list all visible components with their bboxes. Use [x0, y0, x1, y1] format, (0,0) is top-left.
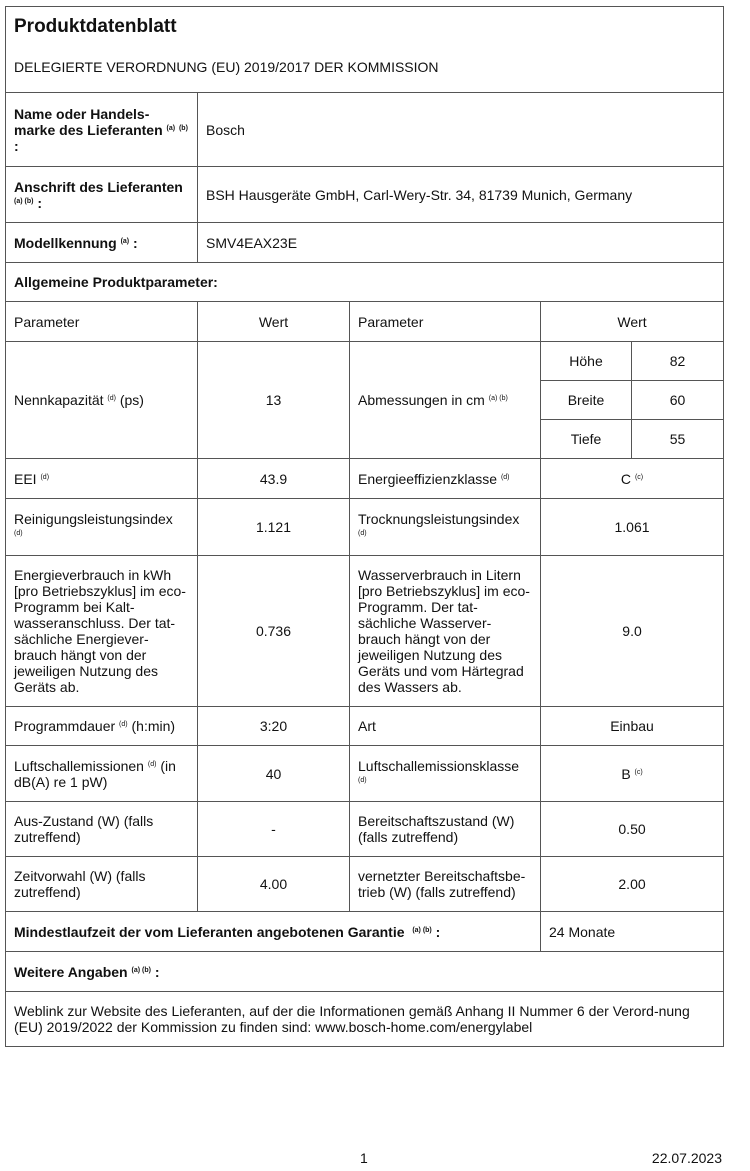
- supplier-label: Name oder Handels-marke des Lieferanten …: [5, 92, 198, 167]
- capacity-label: Nennkapazität (d) (ps): [5, 341, 198, 459]
- noise-class-value: B (c): [539, 745, 725, 802]
- delay-start-value: 4.00: [197, 856, 350, 912]
- type-value: Einbau: [539, 706, 725, 746]
- cleaning-index-value: 1.121: [197, 498, 350, 556]
- header-value: Wert: [539, 301, 725, 342]
- eei-label: EEI (d): [5, 458, 198, 499]
- networked-standby-label: vernetzter Bereitschaftsbe-trieb (W) (fa…: [349, 856, 541, 912]
- capacity-value: 13: [197, 341, 350, 459]
- address-value: BSH Hausgeräte GmbH, Carl-Wery-Str. 34, …: [196, 166, 725, 223]
- address-label: Anschrift des Lieferanten (a) (b) :: [5, 166, 198, 223]
- general-parameters-heading: Allgemeine Produktparameter:: [4, 262, 725, 302]
- warranty-value: 24 Monate: [539, 911, 725, 952]
- header-cell: Produktdatenblatt DELEGIERTE VERORDNUNG …: [4, 6, 725, 93]
- header-parameter: Parameter: [5, 301, 198, 342]
- further-info-heading: Weitere Angaben (a) (b) :: [4, 951, 725, 992]
- energy-consumption-label: Energieverbrauch in kWh [pro Betriebszyk…: [5, 555, 198, 707]
- product-data-sheet: Produktdatenblatt DELEGIERTE VERORDNUNG …: [4, 6, 725, 1047]
- supplier-value: Bosch: [196, 92, 725, 167]
- energy-class-value: C (c): [539, 458, 725, 499]
- model-label: Modellkennung (a) :: [5, 222, 198, 263]
- type-label: Art: [349, 706, 541, 746]
- dimensions-label: Abmessungen in cm (a) (b): [349, 341, 541, 459]
- off-mode-value: -: [197, 801, 350, 857]
- header-parameter: Parameter: [349, 301, 541, 342]
- drying-index-value: 1.061: [539, 498, 725, 556]
- noise-label: Luftschallemissionen (d) (in dB(A) re 1 …: [5, 745, 198, 802]
- program-duration-label: Programmdauer (d) (h:min): [5, 706, 198, 746]
- page-title: Produktdatenblatt: [14, 16, 177, 37]
- water-consumption-label: Wasserverbrauch in Litern [pro Betriebsz…: [349, 555, 541, 707]
- noise-class-label: Luftschallemissionsklasse (d): [349, 745, 541, 802]
- program-duration-value: 3:20: [197, 706, 350, 746]
- standby-label: Bereitschaftszustand (W) (falls zutreffe…: [349, 801, 541, 857]
- height-value: 82: [630, 341, 725, 381]
- networked-standby-value: 2.00: [539, 856, 725, 912]
- page-number: 1: [360, 1150, 368, 1166]
- document-date: 22.07.2023: [651, 1150, 722, 1166]
- drying-index-label: Trocknungsleistungsindex (d): [349, 498, 541, 556]
- energy-class-label: Energieeffizienzklasse (d): [349, 458, 541, 499]
- eei-value: 43.9: [197, 458, 350, 499]
- delay-start-label: Zeitvorwahl (W) (falls zutreffend): [5, 856, 198, 912]
- header-value: Wert: [197, 301, 350, 342]
- depth-value: 55: [630, 419, 725, 459]
- standby-value: 0.50: [539, 801, 725, 857]
- noise-value: 40: [197, 745, 350, 802]
- model-value: SMV4EAX23E: [196, 222, 725, 263]
- width-label: Breite: [540, 380, 632, 420]
- off-mode-label: Aus-Zustand (W) (falls zutreffend): [5, 801, 198, 857]
- cleaning-index-label: Reinigungsleistungsindex (d): [5, 498, 198, 556]
- width-value: 60: [630, 380, 725, 420]
- weblink-text: Weblink zur Website des Lieferanten, auf…: [4, 991, 725, 1047]
- height-label: Höhe: [540, 341, 632, 381]
- regulation-subtitle: DELEGIERTE VERORDNUNG (EU) 2019/2017 DER…: [14, 59, 439, 75]
- energy-consumption-value: 0.736: [197, 555, 350, 707]
- warranty-label: Mindestlaufzeit der vom Lieferanten ange…: [5, 911, 541, 952]
- depth-label: Tiefe: [540, 419, 632, 459]
- water-consumption-value: 9.0: [539, 555, 725, 707]
